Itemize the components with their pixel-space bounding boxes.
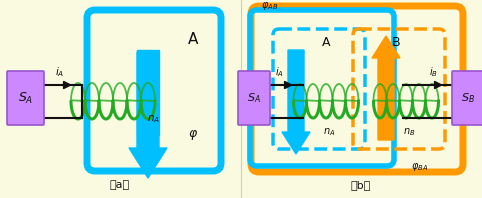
Text: $i_B$: $i_B$: [428, 65, 438, 79]
Text: A: A: [322, 35, 330, 49]
FancyBboxPatch shape: [238, 71, 270, 125]
FancyArrow shape: [129, 52, 167, 178]
Text: B: B: [392, 35, 401, 49]
Text: $n_A$: $n_A$: [323, 126, 335, 138]
Text: $n_A$: $n_A$: [147, 113, 160, 125]
Text: $i_A$: $i_A$: [55, 65, 65, 79]
FancyBboxPatch shape: [7, 71, 44, 125]
Text: $S_B$: $S_B$: [461, 91, 475, 105]
Text: $S_A$: $S_A$: [247, 91, 261, 105]
Text: $\varphi_{AB}$: $\varphi_{AB}$: [261, 0, 278, 12]
Text: $n_B$: $n_B$: [403, 126, 415, 138]
Bar: [137, 50, 159, 135]
Text: $S_A$: $S_A$: [18, 90, 33, 106]
FancyArrow shape: [282, 50, 310, 154]
Text: $\varphi$: $\varphi$: [188, 128, 198, 142]
Text: A: A: [188, 32, 198, 47]
Text: $\varphi_{BA}$: $\varphi_{BA}$: [411, 161, 428, 173]
Text: （a）: （a）: [110, 180, 130, 190]
Text: $i_A$: $i_A$: [275, 65, 283, 79]
FancyBboxPatch shape: [452, 71, 482, 125]
Text: （b）: （b）: [351, 180, 371, 190]
FancyArrow shape: [372, 36, 400, 140]
